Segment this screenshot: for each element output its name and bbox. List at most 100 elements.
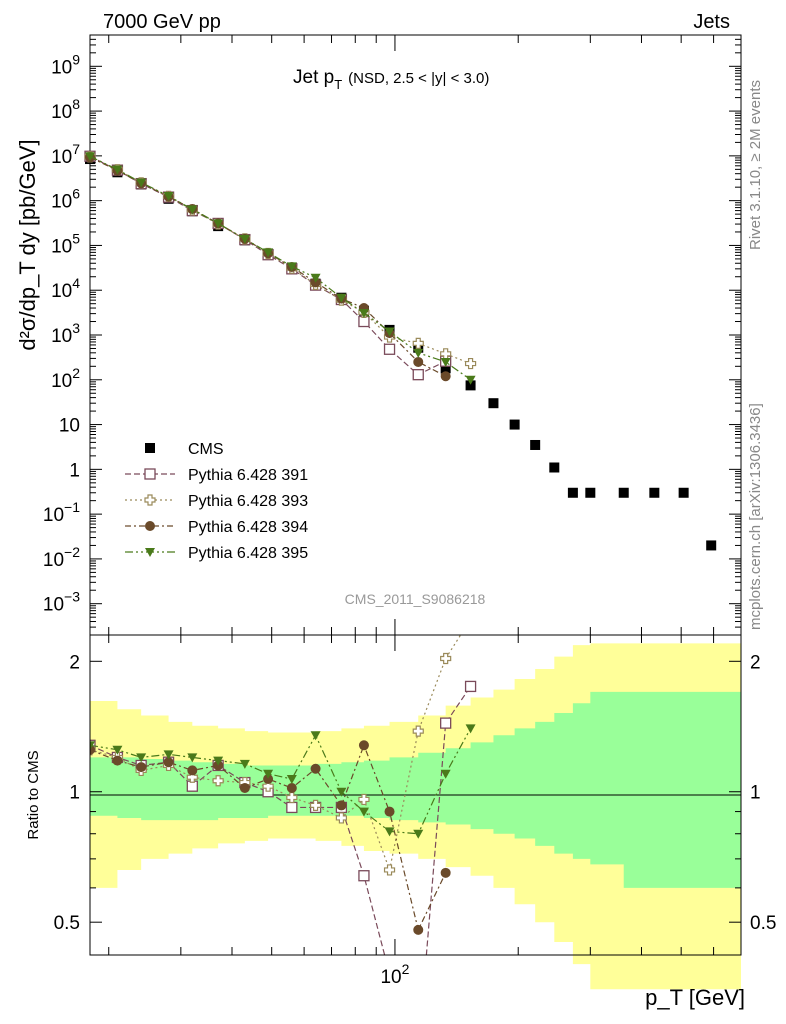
y-tick-label: 1 — [69, 460, 80, 481]
legend-marker — [145, 548, 155, 557]
data-point — [413, 356, 424, 367]
ratio-point — [212, 775, 224, 787]
ratio-point — [464, 680, 477, 693]
rivet-label: Rivet 3.1.10, ≥ 2M events — [747, 80, 764, 250]
data-point — [310, 273, 321, 283]
ratio-point — [136, 762, 147, 773]
ratio-point — [358, 807, 369, 817]
x-axis-label: p_T [GeV] — [645, 985, 745, 1010]
ratio-y-tick-label: 1 — [69, 783, 80, 804]
legend-marker — [145, 521, 155, 531]
ratio-series-line — [90, 686, 472, 955]
data-point — [213, 219, 224, 229]
uncertainty-band-green — [90, 691, 741, 888]
ratio-point — [286, 801, 298, 814]
data-point — [440, 363, 451, 374]
legend-marker — [145, 443, 155, 453]
analysis-watermark: CMS_2011_S9086218 — [345, 591, 486, 607]
data-point — [464, 357, 477, 370]
ratio-series-line — [90, 728, 472, 835]
ratio-point — [262, 780, 274, 792]
ratio-point — [310, 763, 321, 774]
y-tick-label: 103 — [51, 320, 80, 347]
data-point — [549, 462, 560, 473]
ratio-point — [263, 774, 274, 785]
ratio-y-tick-label: 2 — [69, 652, 80, 673]
ratio-point — [286, 775, 297, 785]
data-point — [412, 337, 424, 349]
data-point — [440, 357, 451, 367]
ratio-point — [440, 867, 451, 878]
y-tick-label: 109 — [51, 51, 80, 78]
main-series — [84, 150, 717, 551]
legend-label: Pythia 6.428 391 — [188, 467, 308, 484]
data-point — [412, 369, 424, 381]
legend-label: CMS — [188, 441, 224, 458]
ratio-point — [384, 827, 395, 837]
ratio-point — [310, 731, 321, 741]
ratio-point — [187, 753, 198, 763]
ratio-ticks: 0.5 0.5 1 1 2 2 102 — [54, 635, 776, 988]
ratio-point — [358, 793, 370, 806]
series-line — [89, 156, 471, 365]
ratio-point — [263, 769, 274, 779]
ratio-series — [90, 614, 477, 955]
y-tick-label: 10−2 — [43, 544, 80, 571]
header-left: 7000 GeV pp — [103, 11, 221, 33]
ratio-point — [384, 806, 395, 817]
data-point — [187, 205, 198, 215]
ratio-bands — [90, 643, 741, 990]
mcplots-label: mcplots.cern.ch [arXiv:1306.3436] — [747, 403, 764, 630]
data-point — [530, 439, 541, 450]
ratio-point — [186, 771, 198, 783]
data-point — [413, 348, 424, 358]
ratio-point — [163, 750, 174, 760]
data-point — [286, 262, 297, 272]
ratio-point — [413, 924, 424, 935]
data-point — [706, 540, 717, 551]
data-point — [239, 234, 250, 244]
ratio-point — [465, 724, 476, 734]
legend-label: Pythia 6.428 394 — [188, 519, 308, 536]
ratio-point — [213, 756, 224, 766]
data-point — [336, 293, 347, 303]
data-point — [358, 315, 370, 328]
legend-label: Pythia 6.428 393 — [188, 493, 308, 510]
data-point — [567, 487, 578, 498]
y-tick-label: 102 — [51, 365, 80, 392]
y-tick-label: 10 — [59, 416, 80, 437]
ratio-point — [286, 783, 297, 794]
ratio-point — [466, 614, 476, 624]
ratio-plot: 0.5 0.5 1 1 2 2 102 Ratio to CMS p_T [GeV] — [25, 614, 776, 1010]
data-point — [440, 371, 451, 382]
ratio-point — [309, 799, 322, 812]
legend-marker — [144, 468, 156, 480]
x-tick-label: 102 — [380, 961, 409, 988]
legend: CMS Pythia 6.428 391 Pythia 6.428 393 Pythi… — [125, 441, 308, 562]
data-point — [649, 487, 660, 498]
ratio-y-tick-label-right: 2 — [750, 652, 761, 673]
ratio-point — [163, 757, 174, 768]
y-tick-label: 105 — [51, 230, 80, 257]
y-tick-label: 104 — [51, 275, 80, 302]
ratio-point — [239, 759, 250, 769]
data-point — [263, 248, 274, 258]
data-point — [163, 192, 174, 202]
chart-title-main: Jet p — [293, 67, 334, 88]
ratio-point — [383, 864, 396, 876]
main-ticks: 10−3 10−2 10−1 1 10 102 103 104 105 106 107 108 109 — [43, 34, 742, 636]
ratio-point — [335, 812, 348, 824]
data-point — [136, 178, 147, 188]
data-point — [585, 487, 596, 498]
chart-title: Jet pT (NSD, 2.5 < |y| < 3.0) — [293, 67, 489, 92]
series-line — [89, 156, 446, 377]
header-right: Jets — [693, 11, 730, 33]
main-plot: 10−310−210−1110102103104105106107108109 … — [15, 34, 742, 636]
y-tick-label: 108 — [51, 96, 80, 123]
data-point — [678, 487, 689, 498]
data-point — [465, 380, 476, 391]
y-tick-label: 107 — [51, 141, 80, 168]
data-point — [465, 375, 476, 385]
ratio-point — [412, 725, 424, 737]
